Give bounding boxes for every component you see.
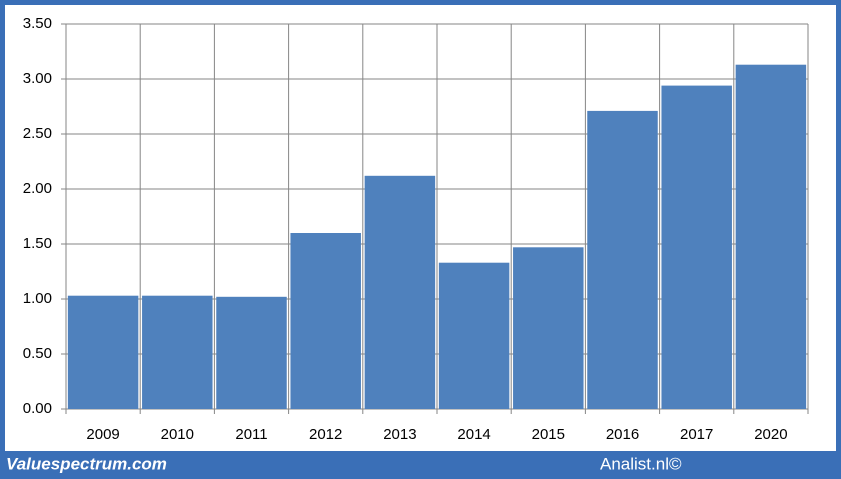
y-tick-label: 3.00	[23, 70, 52, 87]
y-tick-label: 0.00	[23, 400, 52, 417]
x-tick-label: 2014	[457, 426, 490, 443]
y-tick-label: 0.50	[23, 345, 52, 362]
footer-left: Valuespectrum.com	[6, 454, 167, 473]
bar	[67, 295, 139, 409]
x-tick-label: 2017	[680, 426, 713, 443]
x-tick-label: 2013	[383, 426, 416, 443]
y-tick-label: 3.50	[23, 15, 52, 32]
bar	[587, 110, 658, 410]
bar	[364, 175, 436, 409]
bar	[438, 262, 510, 409]
footer-right: Analist.nl©	[600, 454, 682, 473]
x-tick-label: 2011	[235, 426, 267, 443]
bar	[142, 295, 213, 409]
y-tick-label: 2.00	[23, 180, 52, 197]
bar	[216, 296, 287, 409]
x-tick-label: 2020	[754, 426, 787, 443]
x-tick-label: 2009	[86, 426, 119, 443]
bar	[661, 85, 732, 409]
y-tick-label: 1.50	[23, 235, 52, 252]
x-tick-label: 2016	[606, 426, 639, 443]
bar	[290, 233, 361, 409]
x-tick-label: 2012	[309, 426, 342, 443]
x-tick-label: 2015	[532, 426, 565, 443]
y-tick-label: 2.50	[23, 125, 52, 142]
bar	[735, 64, 807, 409]
bar	[513, 247, 584, 409]
y-tick-label: 1.00	[23, 290, 52, 307]
x-tick-label: 2010	[161, 426, 194, 443]
